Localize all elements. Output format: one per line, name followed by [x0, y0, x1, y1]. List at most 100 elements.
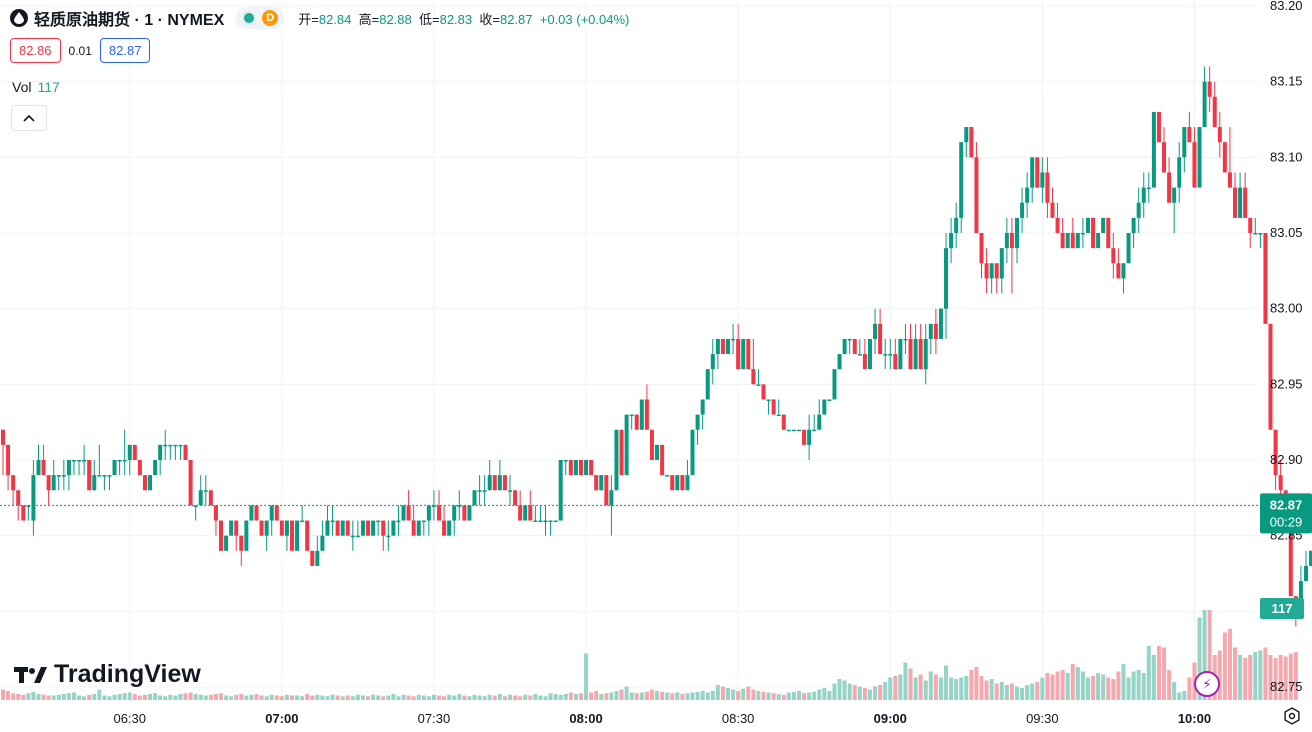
candle-body [97, 475, 102, 477]
candle [371, 520, 376, 536]
candle-body [1025, 187, 1030, 203]
volume-bar [234, 694, 239, 700]
candle-body [1035, 157, 1040, 188]
candle [508, 475, 512, 506]
candle [11, 475, 16, 506]
candle-body [954, 217, 959, 233]
symbol-title[interactable]: 轻质原油期货 · 1 · NYMEX [34, 12, 225, 29]
candle-body [6, 444, 11, 476]
candle [193, 505, 198, 521]
volume-bar [1035, 682, 1040, 700]
candle-body [11, 475, 16, 491]
candle-body [589, 460, 594, 476]
candle [1212, 81, 1217, 128]
candle [1197, 127, 1202, 188]
volume-bar [401, 694, 406, 700]
candle-body [492, 475, 497, 491]
candle [264, 520, 269, 551]
candle [781, 414, 786, 430]
candle-body [71, 460, 76, 462]
candle [259, 520, 264, 536]
candle [386, 520, 391, 551]
candle-body [1136, 202, 1141, 218]
candle-body [269, 505, 274, 521]
candle [690, 429, 695, 476]
chart-settings-button[interactable] [1282, 706, 1302, 726]
candle [1227, 127, 1232, 188]
candle [295, 520, 300, 551]
candle [36, 444, 41, 476]
volume-bar [589, 692, 594, 700]
candle-body [1020, 202, 1025, 218]
quick-trade-flash-button[interactable]: ⚡ [1194, 671, 1220, 697]
volume-bar [776, 694, 781, 700]
volume-bar [259, 695, 264, 700]
candle-body [502, 475, 507, 491]
candle [442, 505, 447, 536]
candle-body [675, 475, 680, 491]
ohlc-low-label: 低= [419, 11, 440, 27]
volume-bar [1238, 655, 1243, 700]
candle-body [345, 520, 350, 536]
volume-bar [969, 670, 974, 700]
volume-bar [1233, 647, 1238, 700]
volume-bar [137, 695, 142, 700]
candle-body [796, 429, 801, 432]
candle [837, 354, 842, 370]
volume-bar [893, 676, 898, 700]
candle [1177, 142, 1182, 203]
candle [933, 308, 938, 355]
candle-body [665, 475, 670, 477]
market-status-pill[interactable]: D [236, 7, 285, 29]
candle [1009, 217, 1014, 294]
volume-bar [710, 691, 715, 700]
candle-body [127, 444, 132, 460]
volume-bar [1197, 617, 1202, 700]
volume-bar [1126, 677, 1131, 700]
candle [477, 475, 482, 506]
volume-bar [862, 688, 867, 700]
volume-legend: Vol 117 [12, 79, 60, 95]
volume-bar [497, 694, 502, 700]
candle-body [234, 520, 239, 536]
volume-bar [1009, 683, 1014, 700]
candle [1141, 172, 1146, 218]
candle [391, 520, 396, 536]
candle-body [1091, 217, 1096, 249]
candle-body [1298, 581, 1303, 612]
volume-bar [71, 692, 76, 700]
candlesticks [1, 66, 1312, 627]
volume-bar [87, 694, 92, 700]
collapse-legend-button[interactable] [11, 105, 47, 131]
volume-bar [1055, 671, 1060, 700]
volume-bar [366, 696, 371, 700]
candle-body [822, 399, 827, 415]
candle-body [148, 475, 153, 491]
volume-bar [1222, 632, 1227, 700]
volume-bar [127, 692, 132, 700]
buy-button[interactable]: 82.87 [99, 38, 151, 63]
gear-icon [1284, 707, 1300, 725]
candle [112, 460, 117, 476]
volume-bar [553, 694, 558, 700]
candle-body [944, 248, 949, 309]
sell-button[interactable]: 82.86 [10, 38, 61, 63]
volume-bar [822, 688, 827, 700]
volume-bar [543, 696, 548, 700]
candle [842, 338, 847, 355]
tradingview-logo[interactable]: TradingView [14, 660, 201, 689]
candle-body [102, 475, 107, 477]
candle-body [614, 429, 619, 491]
volume-bar [411, 696, 416, 700]
candle [229, 520, 234, 536]
volume-bar [462, 695, 467, 700]
candle-body [639, 399, 644, 430]
volume-bar [148, 694, 153, 700]
candle-body [61, 475, 66, 477]
candle [533, 505, 538, 523]
candle [680, 475, 685, 491]
volume-bar [994, 683, 999, 700]
volume-bar [1187, 677, 1192, 700]
candle-body [1202, 81, 1207, 128]
